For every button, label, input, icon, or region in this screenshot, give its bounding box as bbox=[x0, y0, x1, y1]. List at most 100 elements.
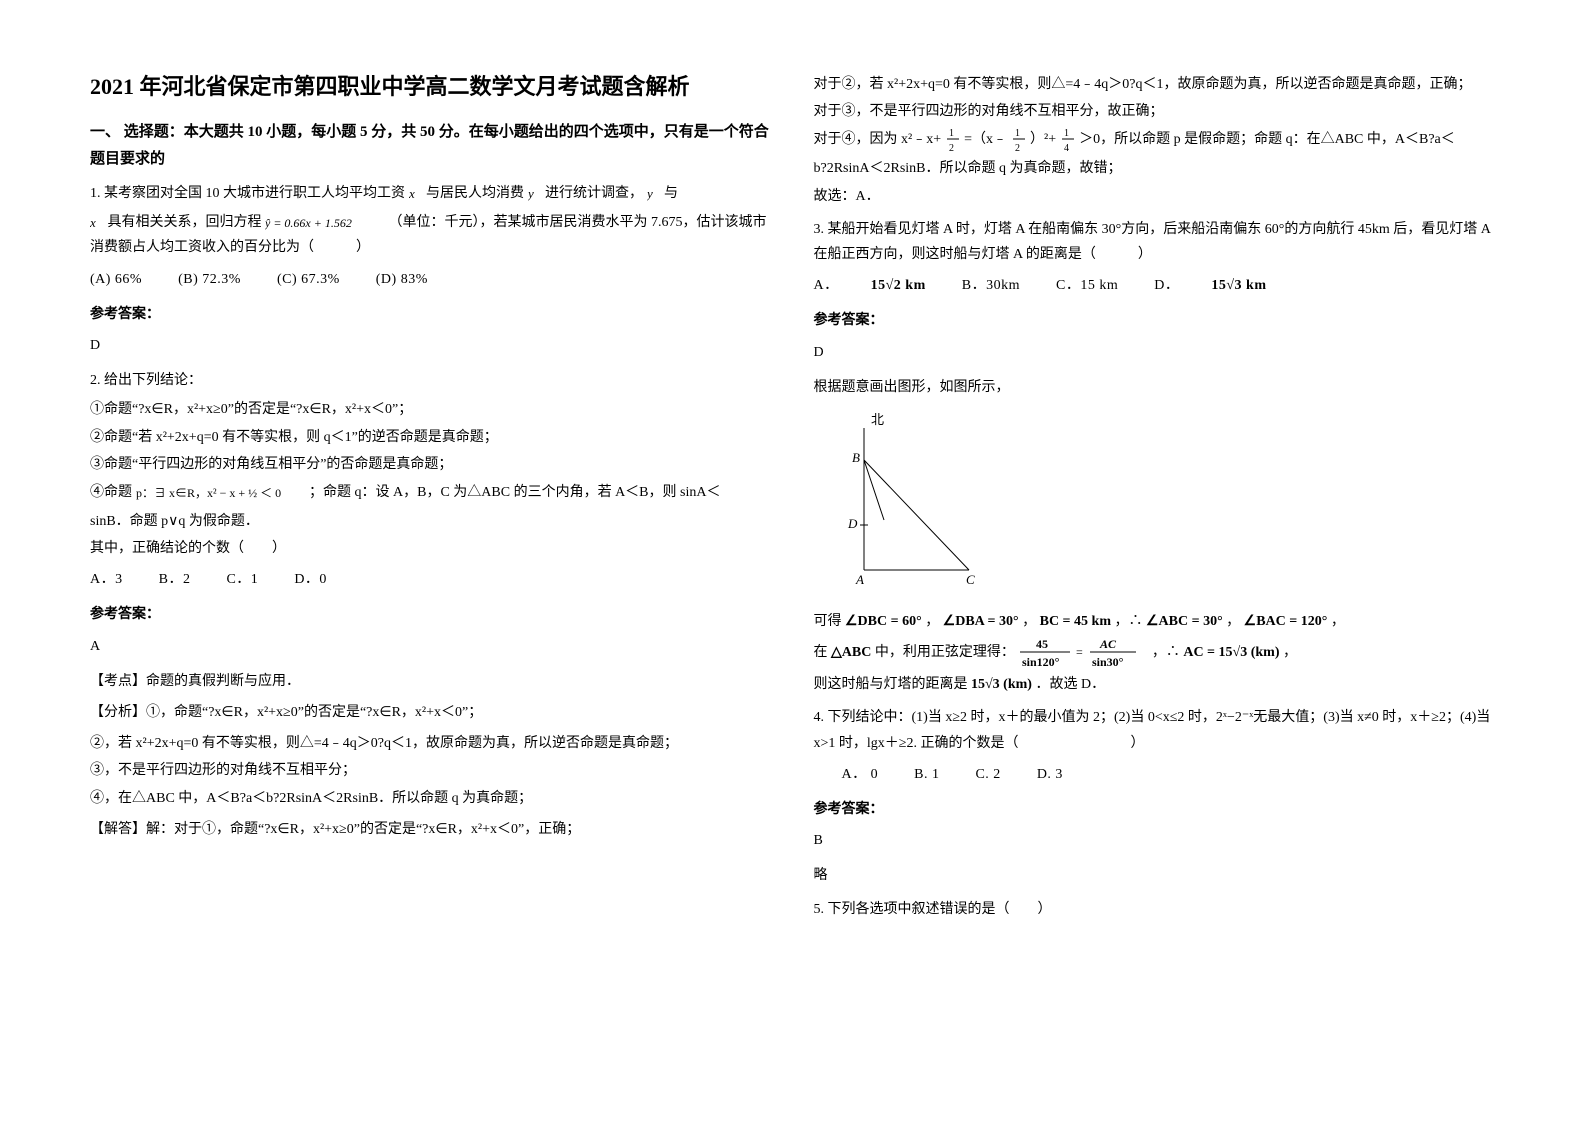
svg-text:A: A bbox=[855, 572, 864, 587]
q2-l4a: ④命题 bbox=[90, 485, 136, 500]
q3-a-eq: 15√2 km bbox=[871, 278, 926, 293]
q1-choice-c: (C) 67.3% bbox=[277, 267, 340, 292]
svg-text:=: = bbox=[1076, 645, 1083, 659]
q2-fenxi2: ②，若 x²+2x+q=0 有不等实根，则△=4﹣4q＞0?q＜1，故原命题为真… bbox=[90, 731, 774, 756]
q2-l1: ①命题“?x∈R，x²+x≥0”的否定是“?x∈R，x²+x＜0”； bbox=[90, 397, 774, 422]
kaodian-label: 【考点】 bbox=[90, 674, 146, 689]
q2-choice-a: A．3 bbox=[90, 567, 123, 592]
q3-e2i: ， bbox=[1226, 614, 1240, 629]
q2-kaodian-text: 命题的真假判断与应用． bbox=[146, 674, 300, 689]
q1-t4: 与 bbox=[664, 186, 678, 201]
q3-body: 3. 某船开始看见灯塔 A 时，灯塔 A 在船南偏东 30°方向，后来船沿南偏东… bbox=[814, 217, 1498, 267]
q3-choice-b: B．30km bbox=[962, 273, 1020, 298]
question-4: 4. 下列结论中：(1)当 x≥2 时，x＋的最小值为 2；(2)当 0<x≤2… bbox=[814, 705, 1498, 888]
q3-d-eq: 15√3 km bbox=[1211, 278, 1266, 293]
q3-choice-c: C．15 km bbox=[1056, 273, 1118, 298]
q3-e2k: ， bbox=[1331, 614, 1345, 629]
q5-body: 5. 下列各选项中叙述错误的是（ ） bbox=[814, 897, 1498, 922]
q3-choice-d: D．15√3 km bbox=[1154, 273, 1266, 298]
svg-text:2: 2 bbox=[949, 143, 954, 154]
right-column: 对于②，若 x²+2x+q=0 有不等实根，则△=4﹣4q＞0?q＜1，故原命题… bbox=[814, 70, 1498, 1052]
q2-l6: 其中，正确结论的个数（ ） bbox=[90, 536, 774, 561]
q3-exp1: 根据题意画出图形，如图所示， bbox=[814, 375, 1498, 400]
svg-text:y: y bbox=[647, 187, 653, 201]
navigation-diagram-icon: 北 B D A C bbox=[814, 410, 984, 590]
section-heading: 一、 选择题：本大题共 10 小题，每小题 5 分，共 50 分。在每小题给出的… bbox=[90, 119, 774, 173]
half-frac-icon: 12 bbox=[945, 126, 961, 154]
q4-choice-d: D. 3 bbox=[1037, 762, 1063, 787]
q3-e4a: 则这时船与灯塔的距离是 bbox=[814, 677, 972, 692]
svg-text:p：∃ x∈R，x² − x + ½ ＜ 0: p：∃ x∈R，x² − x + ½ ＜ 0 bbox=[136, 486, 281, 500]
q2-jieda: 【解答】解：对于①，命题“?x∈R，x²+x≥0”的否定是“?x∈R，x²+x＜… bbox=[90, 817, 774, 842]
q1-line2: x 具有相关关系，回归方程 ŷ = 0.66x + 1.562 （单位：千元），… bbox=[90, 210, 774, 260]
q3-choices: A．15√2 km B．30km C．15 km D．15√3 km bbox=[814, 273, 1498, 298]
rt-l2: 对于③，不是平行四边形的对角线不互相平分，故正确； bbox=[814, 99, 1498, 124]
q2-choices: A．3 B．2 C．1 D．0 bbox=[90, 567, 774, 592]
q2-kaodian: 【考点】命题的真假判断与应用． bbox=[90, 669, 774, 694]
q2-fenxi1: ①，命题“?x∈R，x²+x≥0”的否定是“?x∈R，x²+x＜0”； bbox=[146, 705, 482, 720]
rt-l4: b?2RsinA＜2RsinB．所以命题 q 为真命题，故错； bbox=[814, 156, 1498, 181]
q2-fenxi4: ④，在△ABC 中，A＜B?a＜b?2RsinA＜2RsinB．所以命题 q 为… bbox=[90, 786, 774, 811]
quarter-frac-icon: 14 bbox=[1060, 126, 1076, 154]
page-title: 2021 年河北省保定市第四职业中学高二数学文月考试题含解析 bbox=[90, 70, 774, 103]
q1-t5: 具有相关关系，回归方程 bbox=[108, 215, 266, 230]
svg-text:C: C bbox=[966, 572, 975, 587]
svg-text:D: D bbox=[847, 516, 858, 531]
rt-l3c: ）²+ bbox=[1030, 133, 1060, 148]
svg-text:sin30°: sin30° bbox=[1092, 655, 1124, 669]
q1-ans-label: 参考答案： bbox=[90, 302, 774, 327]
q1-t3: 进行统计调查， bbox=[545, 186, 643, 201]
q2-choice-b: B．2 bbox=[159, 567, 191, 592]
q3-choice-a: A．15√2 km bbox=[814, 273, 926, 298]
q3-e3a: 在 bbox=[814, 645, 832, 660]
q4-ans-label: 参考答案： bbox=[814, 797, 1498, 822]
rt-l3d: ＞0，所以命题 p 是假命题；命题 q：在△ABC 中，A＜B?a＜ bbox=[1079, 133, 1455, 148]
rt-l1: 对于②，若 x²+2x+q=0 有不等实根，则△=4﹣4q＞0?q＜1，故原命题… bbox=[814, 72, 1498, 97]
q1-choice-a: (A) 66% bbox=[90, 267, 142, 292]
var-y-icon: y bbox=[528, 187, 542, 201]
q4-choice-c: C. 2 bbox=[975, 762, 1000, 787]
q2-jieda1: 解：对于①，命题“?x∈R，x²+x≥0”的否定是“?x∈R，x²+x＜0”，正… bbox=[146, 822, 580, 837]
svg-text:x: x bbox=[409, 187, 415, 201]
q3-e2g: ，∴ bbox=[1114, 614, 1146, 629]
q3-e2e: ， bbox=[1022, 614, 1036, 629]
svg-text:1: 1 bbox=[1015, 128, 1020, 139]
svg-text:B: B bbox=[852, 450, 860, 465]
var-x-icon-2: x bbox=[90, 216, 104, 230]
var-x-icon: x bbox=[409, 187, 423, 201]
q3-ans-label: 参考答案： bbox=[814, 308, 1498, 333]
var-y-icon-2: y bbox=[647, 187, 661, 201]
q3-e2f: BC = 45 km bbox=[1040, 614, 1111, 629]
q1-line1: 1. 某考察团对全国 10 大城市进行职工人均平均工资 x 与居民人均消费 y … bbox=[90, 181, 774, 206]
rt-l3b: =（x﹣ bbox=[964, 133, 1010, 148]
q2-fenxi: 【分析】①，命题“?x∈R，x²+x≥0”的否定是“?x∈R，x²+x＜0”； bbox=[90, 700, 774, 725]
q3-e4c: ．故选 D． bbox=[1035, 677, 1105, 692]
svg-text:北: 北 bbox=[871, 412, 884, 427]
q2-l4b: ；命题 q：设 A，B，C 为△ABC 的三个内角，若 A＜B，则 sinA＜ bbox=[309, 485, 720, 500]
svg-text:45: 45 bbox=[1036, 637, 1048, 651]
q3-ans: D bbox=[814, 340, 1498, 365]
q3-e2d: ∠DBA = 30° bbox=[943, 614, 1019, 629]
svg-text:y: y bbox=[528, 187, 534, 201]
q1-t2: 与居民人均消费 bbox=[426, 186, 528, 201]
svg-text:AC: AC bbox=[1099, 637, 1117, 651]
q4-choices: A． 0 B. 1 C. 2 D. 3 bbox=[814, 762, 1498, 787]
q3-e4b: 15√3 (km) bbox=[971, 677, 1032, 692]
question-1: 1. 某考察团对全国 10 大城市进行职工人均平均工资 x 与居民人均消费 y … bbox=[90, 181, 774, 358]
q3-e2a: 可得 bbox=[814, 614, 846, 629]
q4-ans: B bbox=[814, 828, 1498, 853]
svg-text:4: 4 bbox=[1064, 143, 1069, 154]
q3-exp4: 则这时船与灯塔的距离是 15√3 (km) ．故选 D． bbox=[814, 672, 1498, 697]
q3-e2j: ∠BAC = 120° bbox=[1244, 614, 1328, 629]
regression-eq-icon: ŷ = 0.66x + 1.562 bbox=[265, 215, 385, 231]
q2-l5: sinB．命题 p∨q 为假命题． bbox=[90, 509, 774, 534]
q4-body: 4. 下列结论中：(1)当 x≥2 时，x＋的最小值为 2；(2)当 0<x≤2… bbox=[814, 705, 1498, 755]
rt-l5: 故选：A． bbox=[814, 184, 1498, 209]
q2-l3: ③命题“平行四边形的对角线互相平分”的否命题是真命题； bbox=[90, 452, 774, 477]
q3-e2h: ∠ABC = 30° bbox=[1146, 614, 1223, 629]
left-column: 2021 年河北省保定市第四职业中学高二数学文月考试题含解析 一、 选择题：本大… bbox=[90, 70, 774, 1052]
svg-text:1: 1 bbox=[1064, 128, 1069, 139]
q2-ans: A bbox=[90, 634, 774, 659]
q2-fenxi3: ③，不是平行四边形的对角线不互相平分； bbox=[90, 758, 774, 783]
q3-e3c: 中，利用正弦定理得： bbox=[875, 645, 1015, 660]
